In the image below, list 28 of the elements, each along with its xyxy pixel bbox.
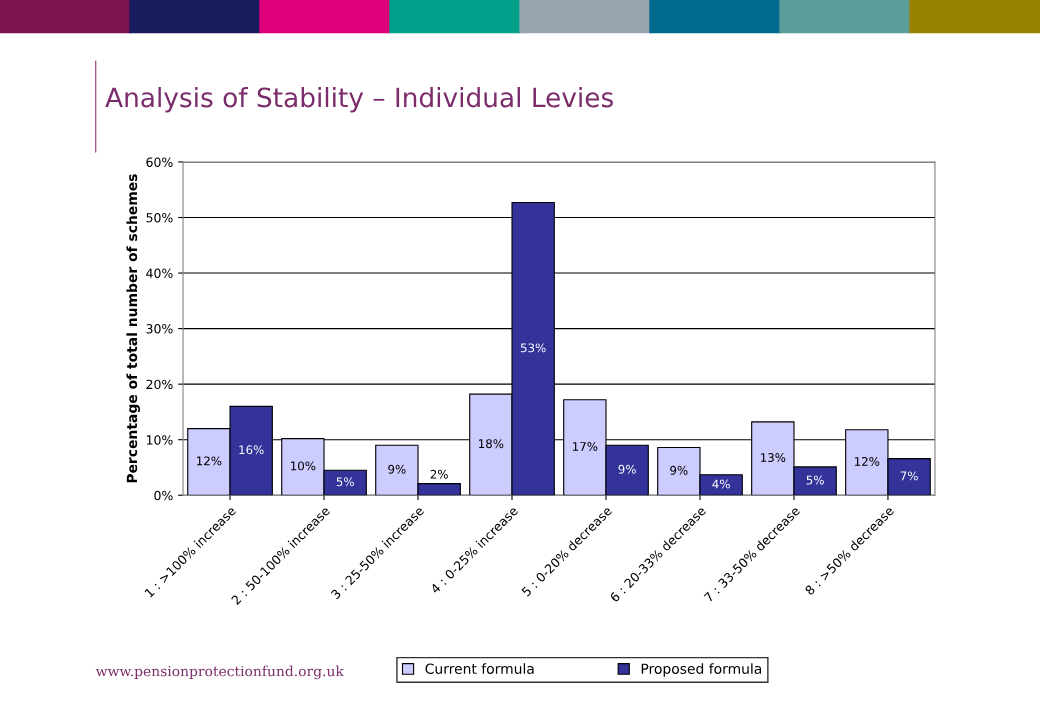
data-label: 5% bbox=[336, 477, 354, 487]
data-label: 13% bbox=[761, 453, 786, 463]
y-tick-label: 60% bbox=[146, 157, 173, 167]
y-tick-label: 10% bbox=[146, 435, 173, 445]
y-tick-label: 0% bbox=[154, 490, 173, 501]
data-label: 10% bbox=[291, 461, 316, 471]
y-tick-label: 40% bbox=[146, 268, 173, 278]
data-label: 18% bbox=[479, 439, 504, 449]
y-tick-label: 30% bbox=[146, 324, 173, 334]
legend-label: Current formula bbox=[425, 663, 534, 674]
data-label: 9% bbox=[618, 464, 636, 474]
y-tick-label: 20% bbox=[146, 379, 173, 390]
data-label: 53% bbox=[520, 343, 546, 353]
data-label: 7% bbox=[900, 471, 918, 481]
data-label: 17% bbox=[573, 441, 598, 451]
data-label: 9% bbox=[670, 465, 688, 475]
legend-label: Proposed formula bbox=[641, 663, 762, 677]
data-label: 4% bbox=[712, 479, 730, 489]
y-axis-title: Percentage of total number of schemes bbox=[126, 174, 140, 483]
y-tick-label: 50% bbox=[146, 212, 173, 223]
chart-title: Analysis of Stability – Individual Levies bbox=[105, 87, 613, 113]
data-label: 5% bbox=[806, 475, 824, 485]
data-label: 16% bbox=[239, 445, 264, 455]
data-label: 12% bbox=[854, 456, 880, 466]
data-label: 9% bbox=[388, 464, 406, 474]
text: www.pensionprotectionfund.org.uk bbox=[95, 665, 344, 680]
data-label: 12% bbox=[197, 456, 222, 466]
data-label: 2% bbox=[430, 469, 448, 479]
